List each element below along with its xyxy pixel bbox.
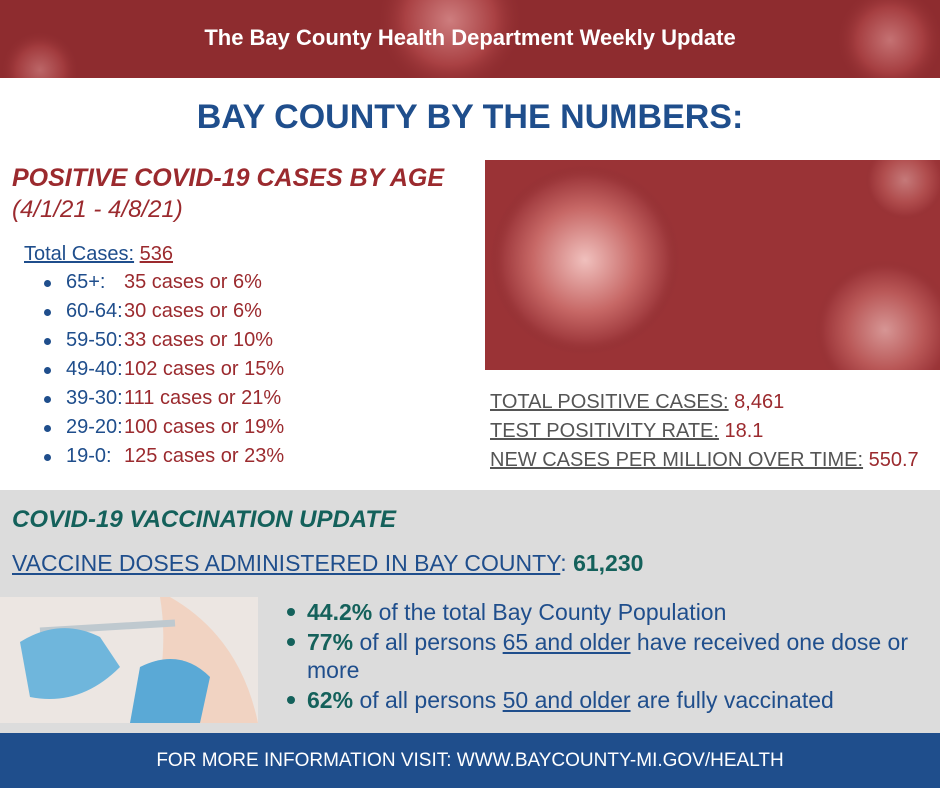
vaccination-bullet: 77% of all persons 65 and older have rec…	[285, 628, 925, 684]
stat-line: NEW CASES PER MILLION OVER TIME: 550.7	[490, 449, 919, 472]
age-detail: 111 cases or 21%	[124, 387, 282, 409]
bullet-highlight: 62%	[307, 687, 354, 713]
stat-label: NEW CASES PER MILLION OVER TIME:	[490, 449, 864, 471]
total-label: Total Cases:	[24, 243, 135, 265]
age-detail: 100 cases or 19%	[124, 416, 285, 438]
total-cases: Total Cases: 536	[24, 243, 173, 266]
total-value: 536	[139, 243, 173, 265]
age-item: 29-20:100 cases or 19%	[42, 416, 284, 445]
age-range: 19-0:	[66, 445, 112, 467]
stat-value: 8,461	[734, 391, 785, 413]
doses-line: VACCINE DOSES ADMINISTERED IN BAY COUNTY…	[12, 550, 644, 576]
bullet-link: 65 and older	[502, 629, 631, 655]
age-item: 49-40:102 cases or 15%	[42, 358, 284, 387]
header-banner	[0, 0, 940, 78]
age-range: 59-50:	[66, 329, 123, 351]
age-range: 49-40:	[66, 358, 123, 380]
stat-line: TEST POSITIVITY RATE: 18.1	[490, 420, 763, 443]
age-detail: 125 cases or 23%	[124, 445, 285, 467]
age-list: 65+: 35 cases or 6% 60-64:30 cases or 6% 59…	[42, 271, 284, 474]
bullet-text: have received one dose or more	[307, 629, 908, 683]
stat-label: TOTAL POSITIVE CASES:	[490, 391, 729, 413]
vaccination-bullets: 44.2% of the total Bay County Population…	[285, 598, 925, 716]
footer-text: FOR MORE INFORMATION VISIT: WWW.BAYCOUNT…	[156, 750, 784, 771]
bullet-highlight: 44.2%	[307, 599, 373, 625]
main-heading: BAY COUNTY BY THE NUMBERS:	[196, 98, 744, 136]
age-range: 65+:	[66, 271, 106, 293]
age-detail: 102 cases or 15%	[124, 358, 285, 380]
doses-value: 61,230	[573, 550, 644, 576]
bullet-text: of all persons	[359, 629, 497, 655]
vaccination-bullet: 62% of all persons 50 and older are full…	[285, 686, 925, 714]
bullet-link: 50 and older	[502, 687, 631, 713]
doses-label: VACCINE DOSES ADMINISTERED IN BAY COUNTY	[12, 550, 561, 576]
bullet-highlight: 77%	[307, 629, 354, 655]
stat-value: 550.7	[868, 449, 919, 471]
age-detail: 30 cases or 6%	[124, 300, 262, 322]
date-range: (4/1/21 - 4/8/21)	[12, 196, 183, 223]
vaccination-title: COVID-19 VACCINATION UPDATE	[12, 506, 397, 533]
bullet-text: of all persons	[359, 687, 497, 713]
age-range: 29-20:	[66, 416, 123, 438]
footer-band	[0, 733, 940, 788]
age-item: 60-64:30 cases or 6%	[42, 300, 284, 329]
virus-image	[485, 160, 940, 370]
bullet-text: are fully vaccinated	[636, 687, 834, 713]
age-item: 39-30:111 cases or 21%	[42, 387, 284, 416]
header-title: The Bay County Health Department Weekly …	[204, 25, 736, 50]
age-detail: 35 cases or 6%	[124, 271, 262, 293]
age-range: 39-30:	[66, 387, 123, 409]
age-item: 59-50:33 cases or 10%	[42, 329, 284, 358]
age-title: POSITIVE COVID-19 CASES BY AGE	[12, 164, 445, 192]
vaccination-bullet: 44.2% of the total Bay County Population	[285, 598, 925, 626]
stat-label: TEST POSITIVITY RATE:	[490, 420, 719, 442]
age-item: 65+: 35 cases or 6%	[42, 271, 284, 300]
stat-line: TOTAL POSITIVE CASES: 8,461	[490, 391, 784, 414]
age-range: 60-64:	[66, 300, 123, 322]
vaccine-image	[0, 597, 258, 723]
age-item: 19-0: 125 cases or 23%	[42, 445, 284, 474]
bullet-text: of the total Bay County Population	[378, 599, 727, 625]
age-detail: 33 cases or 10%	[124, 329, 273, 351]
stat-value: 18.1	[724, 420, 764, 442]
